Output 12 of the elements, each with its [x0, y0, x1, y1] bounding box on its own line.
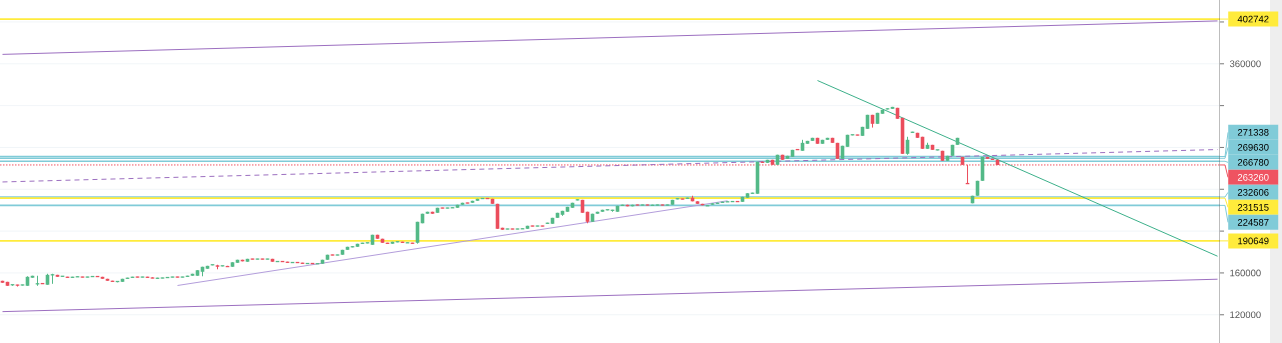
- ref-line-label: 402742: [1237, 15, 1269, 23]
- ref-line-label: 269630: [1237, 144, 1269, 151]
- ref-line-label: 266780: [1237, 159, 1269, 166]
- y-tick-label: 360000: [1229, 60, 1261, 68]
- ref-line-label: 232606: [1237, 189, 1269, 196]
- ref-line-label: 231515: [1237, 204, 1269, 211]
- y-tick-label: 120000: [1230, 311, 1261, 319]
- ref-line-label: 271338: [1237, 129, 1269, 136]
- ref-line-label: 263260: [1237, 174, 1269, 181]
- ref-line-label: 224587: [1237, 219, 1269, 226]
- y-tick-label: 160000: [1230, 269, 1261, 277]
- ref-line-label: 190649: [1238, 237, 1269, 245]
